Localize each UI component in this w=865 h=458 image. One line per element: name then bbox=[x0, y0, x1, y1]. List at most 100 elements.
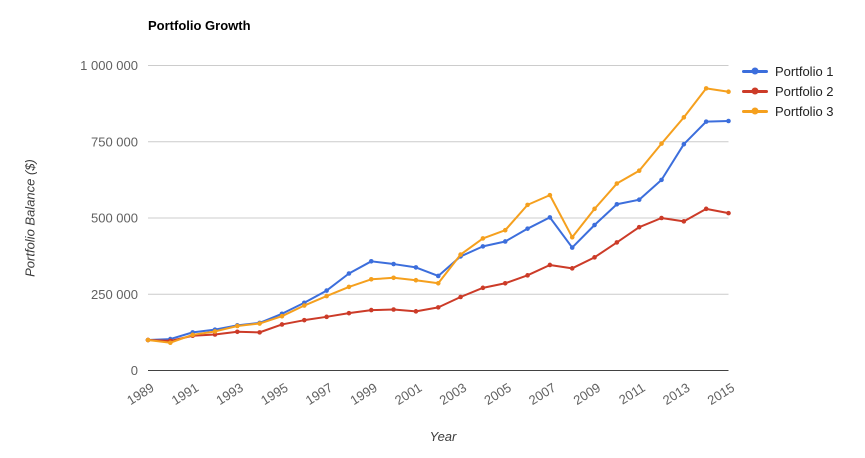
y-tick-label: 500 000 bbox=[91, 211, 138, 226]
data-point-portfolio-1 bbox=[480, 244, 486, 249]
data-point-portfolio-3 bbox=[391, 275, 396, 281]
x-tick-label: 2001 bbox=[392, 380, 424, 408]
y-tick-label: 250 000 bbox=[91, 287, 138, 302]
data-point-portfolio-2 bbox=[368, 307, 374, 313]
legend-dot-icon bbox=[751, 107, 759, 115]
data-point-portfolio-3 bbox=[413, 277, 419, 283]
data-point-portfolio-3 bbox=[168, 340, 173, 346]
data-point-portfolio-2 bbox=[636, 224, 642, 230]
legend-label: Portfolio 1 bbox=[775, 63, 834, 79]
x-tick-label: 2015 bbox=[705, 380, 737, 408]
x-tick-label: 2009 bbox=[571, 380, 603, 408]
data-point-portfolio-3 bbox=[659, 141, 664, 146]
data-point-portfolio-2 bbox=[346, 310, 352, 316]
data-point-portfolio-2 bbox=[547, 262, 553, 268]
data-point-portfolio-2 bbox=[435, 305, 441, 310]
data-point-portfolio-2 bbox=[569, 266, 575, 271]
data-point-portfolio-3 bbox=[681, 115, 687, 120]
legend-line-marker-icon bbox=[742, 107, 768, 115]
data-point-portfolio-1 bbox=[502, 239, 508, 244]
data-point-portfolio-3 bbox=[592, 206, 597, 212]
data-point-portfolio-1 bbox=[324, 288, 329, 293]
data-point-portfolio-3 bbox=[346, 284, 352, 290]
legend-dot-icon bbox=[751, 87, 759, 95]
legend-label: Portfolio 2 bbox=[775, 83, 834, 99]
data-point-portfolio-2 bbox=[235, 329, 240, 335]
data-point-portfolio-2 bbox=[279, 322, 285, 327]
data-point-portfolio-3 bbox=[525, 202, 530, 208]
data-point-portfolio-3 bbox=[145, 337, 151, 343]
legend-line-marker-icon bbox=[742, 67, 768, 75]
x-tick-label: 2003 bbox=[437, 380, 469, 408]
data-point-portfolio-2 bbox=[502, 280, 508, 286]
data-point-portfolio-2 bbox=[703, 206, 709, 212]
data-point-portfolio-3 bbox=[435, 280, 441, 286]
x-tick-label: 1999 bbox=[347, 380, 379, 408]
data-point-portfolio-1 bbox=[547, 215, 553, 220]
data-point-portfolio-3 bbox=[190, 332, 195, 338]
chart-title: Portfolio Growth bbox=[148, 18, 251, 33]
y-tick-label: 0 bbox=[131, 363, 138, 378]
data-point-portfolio-1 bbox=[681, 141, 687, 147]
legend-label: Portfolio 3 bbox=[775, 103, 834, 119]
legend-item-portfolio-1: Portfolio 1 bbox=[742, 61, 834, 81]
data-point-portfolio-2 bbox=[324, 314, 329, 320]
data-point-portfolio-3 bbox=[257, 321, 262, 326]
legend: Portfolio 1 Portfolio 2 Portfolio 3 bbox=[742, 61, 834, 121]
legend-item-portfolio-2: Portfolio 2 bbox=[742, 81, 834, 101]
y-tick-label: 750 000 bbox=[91, 134, 138, 149]
x-axis-title: Year bbox=[429, 429, 457, 444]
data-point-portfolio-3 bbox=[703, 86, 709, 91]
data-point-portfolio-2 bbox=[257, 330, 262, 335]
data-point-portfolio-1 bbox=[525, 226, 530, 231]
legend-item-portfolio-3: Portfolio 3 bbox=[742, 101, 834, 121]
data-point-portfolio-3 bbox=[726, 89, 731, 95]
data-point-portfolio-3 bbox=[279, 313, 285, 319]
data-point-portfolio-2 bbox=[480, 285, 486, 291]
data-point-portfolio-2 bbox=[681, 219, 687, 224]
data-point-portfolio-1 bbox=[346, 271, 352, 276]
data-point-portfolio-3 bbox=[480, 236, 486, 241]
data-point-portfolio-3 bbox=[569, 234, 575, 240]
x-tick-label: 2011 bbox=[616, 380, 648, 408]
legend-dot-icon bbox=[751, 67, 759, 75]
data-point-portfolio-3 bbox=[614, 181, 620, 186]
x-tick-label: 2007 bbox=[526, 380, 558, 408]
x-tick-label: 2013 bbox=[660, 380, 692, 408]
data-point-portfolio-3 bbox=[301, 303, 307, 308]
data-point-portfolio-1 bbox=[614, 201, 620, 207]
data-point-portfolio-2 bbox=[659, 215, 664, 221]
x-tick-label: 1991 bbox=[169, 380, 201, 408]
data-point-portfolio-1 bbox=[592, 222, 597, 228]
data-point-portfolio-1 bbox=[435, 273, 441, 279]
data-point-portfolio-2 bbox=[458, 294, 463, 300]
data-point-portfolio-2 bbox=[592, 255, 597, 260]
x-tick-label: 1989 bbox=[124, 380, 156, 408]
data-point-portfolio-3 bbox=[547, 192, 553, 198]
data-point-portfolio-2 bbox=[525, 273, 530, 278]
data-point-portfolio-1 bbox=[413, 265, 419, 270]
data-point-portfolio-2 bbox=[726, 210, 731, 216]
data-point-portfolio-1 bbox=[368, 259, 374, 264]
data-point-portfolio-1 bbox=[636, 197, 642, 202]
x-tick-label: 1995 bbox=[258, 380, 290, 408]
x-tick-label: 1993 bbox=[213, 380, 245, 408]
data-point-portfolio-1 bbox=[391, 261, 396, 267]
x-tick-label: 2005 bbox=[481, 380, 513, 408]
y-axis-title: Portfolio Balance ($) bbox=[22, 159, 38, 277]
data-point-portfolio-2 bbox=[301, 317, 307, 323]
data-point-portfolio-3 bbox=[636, 168, 642, 174]
data-point-portfolio-2 bbox=[413, 309, 419, 314]
data-point-portfolio-1 bbox=[569, 245, 575, 250]
x-tick-label: 1997 bbox=[303, 380, 335, 408]
data-point-portfolio-3 bbox=[502, 227, 508, 233]
data-point-portfolio-2 bbox=[614, 240, 620, 245]
data-point-portfolio-2 bbox=[391, 307, 396, 312]
data-point-portfolio-3 bbox=[235, 323, 240, 329]
data-point-portfolio-3 bbox=[368, 277, 374, 282]
series-line-portfolio-3 bbox=[147, 87, 730, 344]
data-point-portfolio-1 bbox=[726, 118, 731, 124]
data-point-portfolio-3 bbox=[324, 293, 329, 299]
